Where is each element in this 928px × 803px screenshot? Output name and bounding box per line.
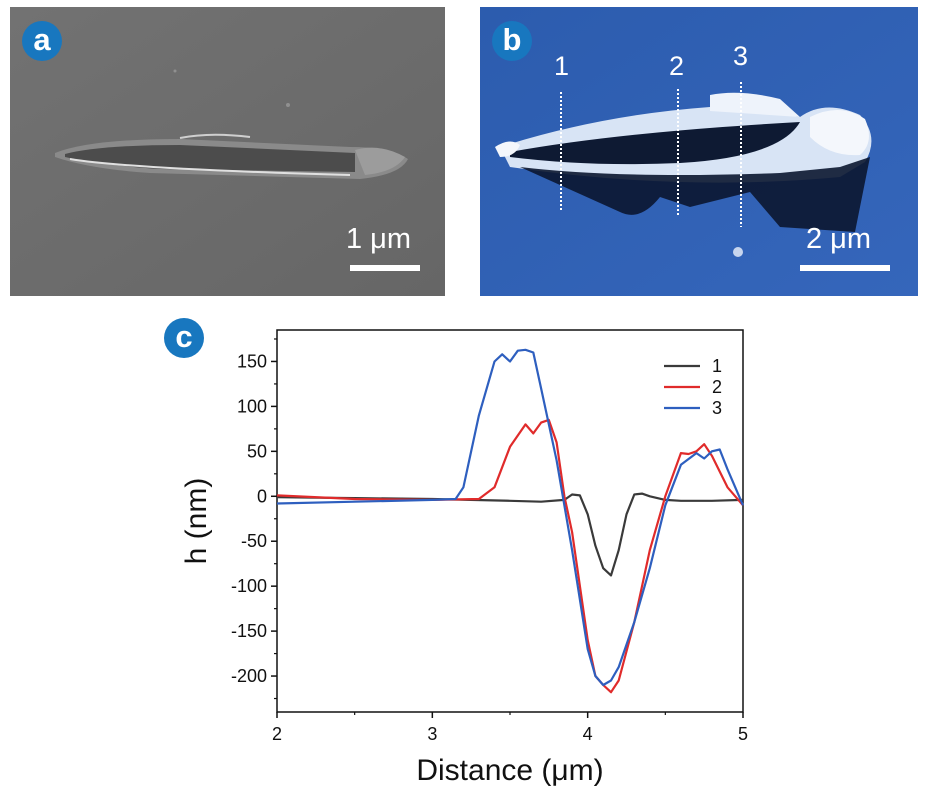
profile-line-1-label: 1 [554,51,570,81]
y-tick-label: -200 [231,666,267,686]
y-tick-label: -100 [231,576,267,596]
sem-crater-illustration [10,7,445,296]
panel-a-label: a [22,21,62,61]
y-axis-label: h (nm) [180,478,213,565]
panel-b-label: b [492,21,532,61]
panel-c-label: c [164,318,204,358]
y-tick-label: 50 [247,441,267,461]
legend-label-1: 1 [712,356,722,376]
panel-a-scale-label: 1 μm [346,223,412,255]
x-tick-label: 4 [583,724,593,744]
y-tick-label: 150 [237,351,267,371]
y-tick-label: 0 [257,486,267,506]
series-1-line [276,492,744,577]
legend-label-3: 3 [712,398,722,418]
x-tick-label: 5 [738,724,748,744]
x-axis-label: Distance (μm) [416,754,603,787]
y-tick-label: -50 [241,531,267,551]
afm-crater-illustration [480,7,918,296]
profile-line-3-label: 3 [733,41,749,71]
legend-label-2: 2 [712,377,722,397]
profile-line-markers [560,82,742,227]
panel-b-scale-bar [800,265,890,271]
series-2-line [276,418,744,694]
panel-a-sem-image: a 1 μm [10,7,445,296]
y-tick-label: -150 [231,621,267,641]
y-tick-label: 100 [237,396,267,416]
panel-a-scale-bar [350,265,420,271]
x-tick-label: 2 [272,724,282,744]
series-3-line [276,348,745,687]
panel-b-scale-label: 2 μm [806,223,872,255]
profile-line-2-label: 2 [669,51,685,81]
panel-b-afm-image: b 1 2 3 2 μm [480,7,918,296]
x-tick-label: 3 [427,724,437,744]
